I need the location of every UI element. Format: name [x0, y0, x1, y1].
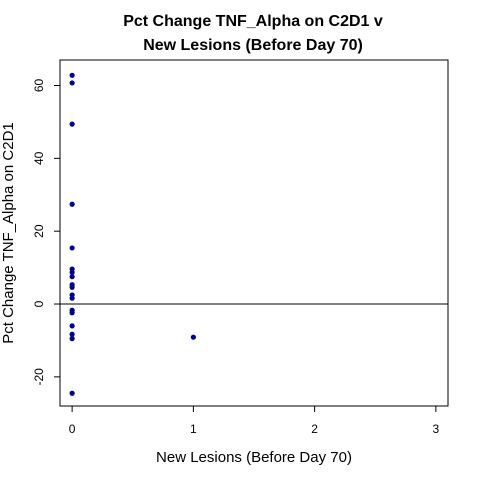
data-point [69, 121, 75, 127]
y-tick-label: 40 [32, 151, 46, 165]
y-axis: -20 0 20 40 60 [32, 79, 60, 386]
plot-frame [59, 59, 449, 407]
data-point [69, 323, 75, 329]
data-point [69, 284, 75, 290]
data-point [69, 390, 75, 396]
x-tick-label: 1 [190, 422, 197, 436]
data-point [69, 80, 75, 86]
data-point [69, 336, 75, 342]
y-tick-label: 0 [32, 300, 46, 307]
y-tick-label: 20 [32, 224, 46, 238]
y-axis-label: Pct Change TNF_Alpha on C2D1 [0, 122, 17, 344]
data-point [69, 310, 75, 316]
x-tick-label: 3 [433, 422, 440, 436]
data-point [69, 331, 75, 337]
data-point [69, 201, 75, 207]
data-point [69, 269, 75, 275]
data-point [69, 295, 75, 301]
data-point [69, 245, 75, 251]
data-point [69, 274, 75, 280]
data-point [69, 72, 75, 78]
chart-title-line-1: Pct Change TNF_Alpha on C2D1 v [123, 13, 383, 30]
x-tick-label: 2 [311, 422, 318, 436]
y-tick-label: -20 [32, 368, 46, 386]
x-axis: 0 1 2 3 [69, 406, 440, 436]
x-tick-label: 0 [69, 422, 76, 436]
data-point [190, 334, 196, 340]
x-axis-label: New Lesions (Before Day 70) [156, 449, 352, 466]
data-points [69, 72, 196, 396]
chart-title-line-2: New Lesions (Before Day 70) [143, 37, 363, 54]
y-tick-label: 60 [32, 79, 46, 93]
